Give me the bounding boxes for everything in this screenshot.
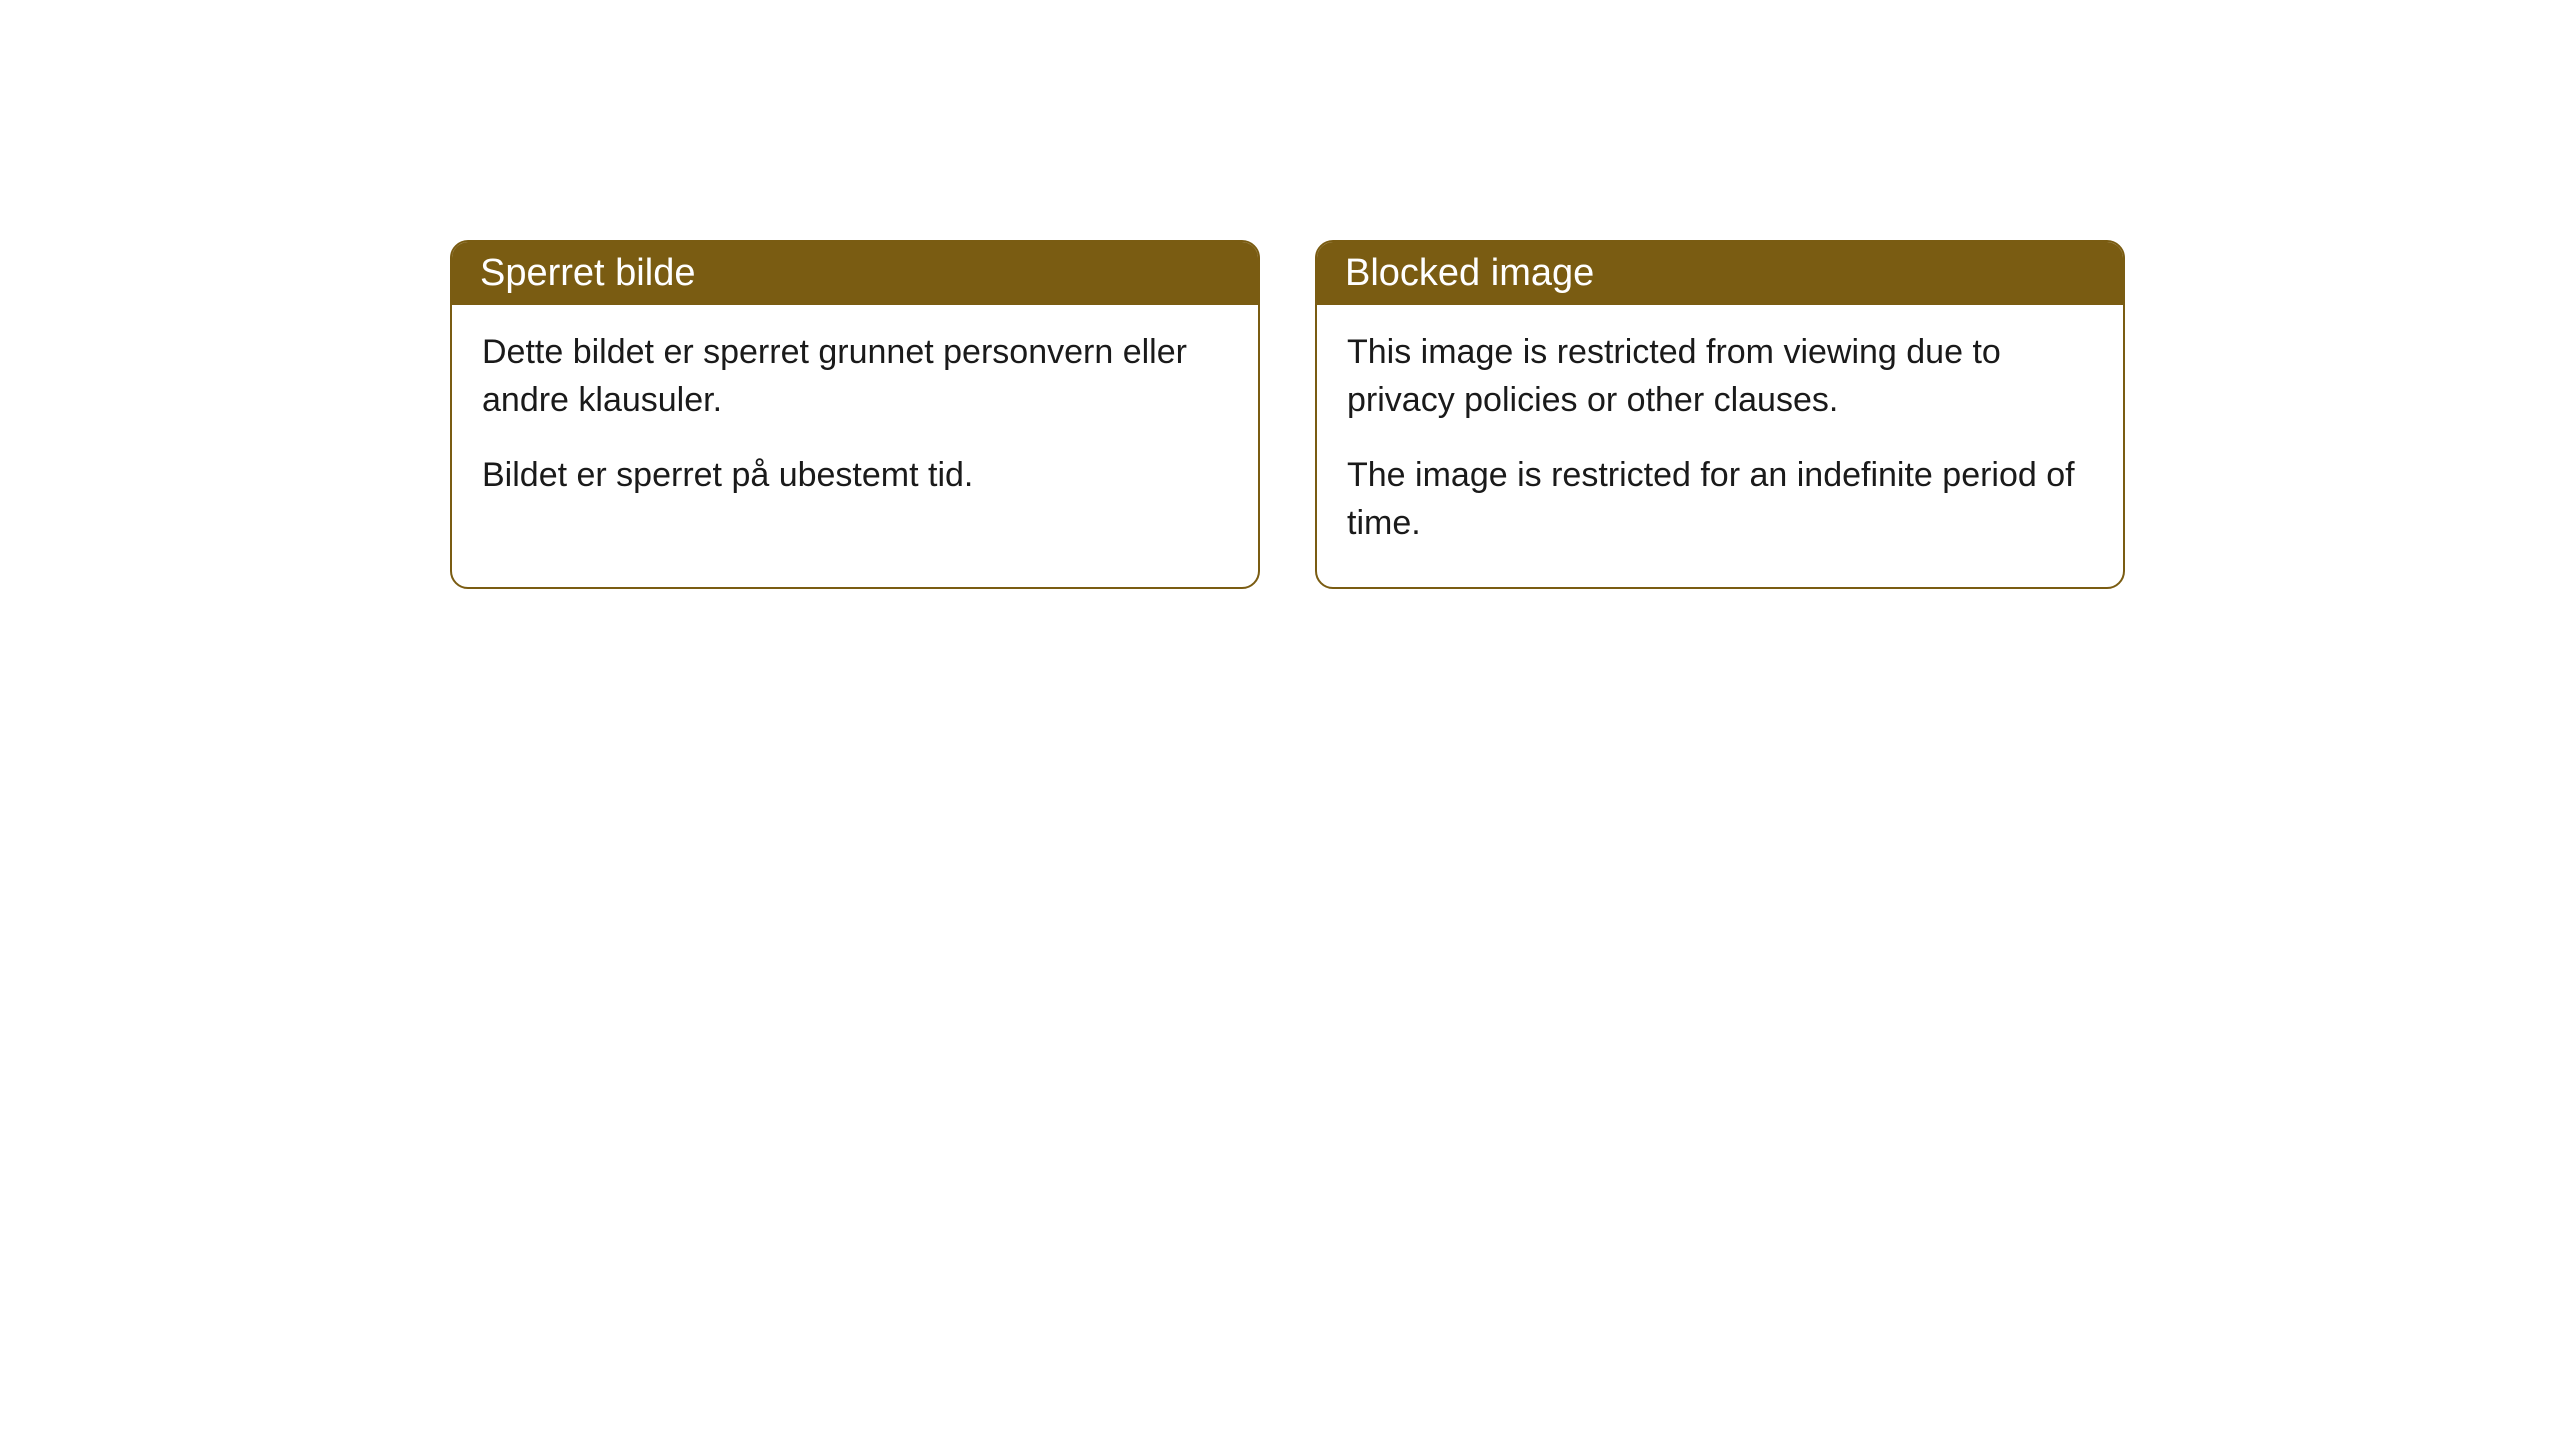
card-body: This image is restricted from viewing du… bbox=[1317, 305, 2123, 587]
card-paragraph: Dette bildet er sperret grunnet personve… bbox=[482, 329, 1228, 424]
card-title: Sperret bilde bbox=[480, 252, 695, 294]
card-paragraph: Bildet er sperret på ubestemt tid. bbox=[482, 452, 1228, 500]
notice-cards-container: Sperret bilde Dette bildet er sperret gr… bbox=[0, 0, 2560, 589]
card-body: Dette bildet er sperret grunnet personve… bbox=[452, 305, 1258, 540]
blocked-image-card-english: Blocked image This image is restricted f… bbox=[1315, 240, 2125, 589]
card-title: Blocked image bbox=[1345, 252, 1594, 294]
blocked-image-card-norwegian: Sperret bilde Dette bildet er sperret gr… bbox=[450, 240, 1260, 589]
card-paragraph: The image is restricted for an indefinit… bbox=[1347, 452, 2093, 547]
card-header: Blocked image bbox=[1317, 242, 2123, 305]
card-paragraph: This image is restricted from viewing du… bbox=[1347, 329, 2093, 424]
card-header: Sperret bilde bbox=[452, 242, 1258, 305]
